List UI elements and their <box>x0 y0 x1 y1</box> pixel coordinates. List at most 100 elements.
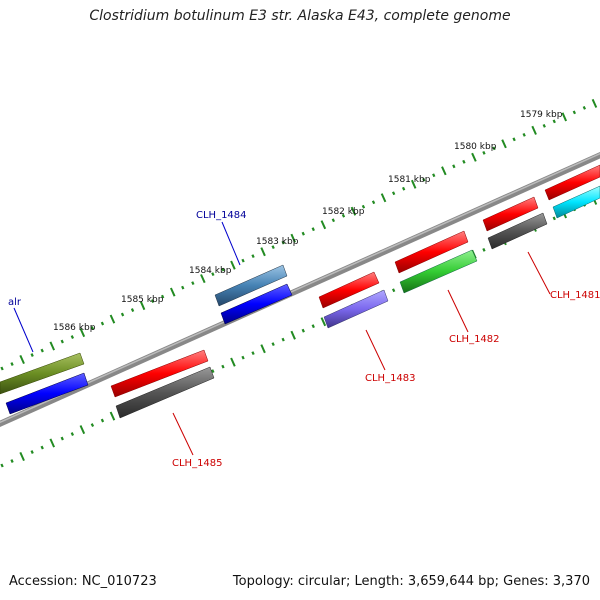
scale-minor-tick <box>432 173 436 178</box>
gene-arrow[interactable] <box>482 196 539 232</box>
scale-major-tick <box>200 274 206 284</box>
scale-minor-tick <box>281 337 285 342</box>
scale-minor-tick <box>341 213 346 218</box>
scale-label-1580: 1580 kbp <box>454 142 497 152</box>
scale-minor-tick <box>10 459 14 463</box>
gene-label-clh-1483[interactable]: CLH_1483 <box>365 373 416 384</box>
scale-minor-tick <box>241 258 245 263</box>
gene-arrow[interactable] <box>5 372 89 415</box>
scale-minor-tick <box>70 432 75 436</box>
scale-major-tick <box>109 411 116 421</box>
label-line-clh-1481 <box>527 251 551 295</box>
scale-major-tick <box>380 193 387 203</box>
gene-label-clh-1484[interactable]: CLH_1484 <box>196 210 247 221</box>
scale-major-tick <box>561 112 568 122</box>
gene-clh-1483[interactable] <box>318 271 389 329</box>
label-line-clh-1484 <box>221 221 241 266</box>
scale-label-1585: 1585 kbp <box>121 295 164 305</box>
gene-arrow[interactable] <box>552 185 600 219</box>
gene-clh-1485[interactable] <box>110 349 215 419</box>
scale-minor-tick <box>311 227 315 232</box>
gene-clh-1484[interactable] <box>214 264 293 325</box>
scale-major-tick <box>260 247 266 257</box>
gene-arrow[interactable] <box>220 283 293 325</box>
scale-minor-tick <box>452 164 456 169</box>
gene-label-clh-1481[interactable]: CLH_1481 <box>550 290 600 301</box>
scale-minor-tick <box>181 285 185 290</box>
scale-minor-tick <box>271 342 275 347</box>
gene-arrow[interactable] <box>487 212 548 250</box>
scale-minor-tick <box>512 137 516 142</box>
gene-arrow[interactable] <box>399 249 478 294</box>
scale-minor-tick <box>90 326 95 330</box>
gene-label-clh-1485[interactable]: CLH_1485 <box>172 458 223 469</box>
gene-clh-1481[interactable] <box>482 164 600 250</box>
accession-text: Accession: NC_010723 <box>9 574 157 589</box>
label-line-clh-1485 <box>172 412 194 456</box>
scale-minor-tick <box>542 123 546 128</box>
gene-arrow[interactable] <box>214 264 288 307</box>
scale-minor-tick <box>221 364 225 369</box>
scale-minor-tick <box>572 110 577 115</box>
genome-backbone-highlight <box>0 152 600 424</box>
scale-minor-tick <box>391 288 396 293</box>
label-line-alr <box>13 307 34 353</box>
scale-minor-tick <box>100 418 105 423</box>
scale-minor-tick <box>422 177 426 182</box>
scale-minor-tick <box>301 231 305 236</box>
scale-major-tick <box>441 166 447 176</box>
scale-major-tick <box>230 260 236 270</box>
scale-minor-tick <box>492 146 496 151</box>
gene-arrow[interactable] <box>115 366 215 419</box>
gene-arrow[interactable] <box>110 349 209 398</box>
scale-major-tick <box>410 179 417 189</box>
scale-minor-tick <box>30 450 34 454</box>
scale-major-tick <box>19 451 25 462</box>
scale-minor-tick <box>191 281 195 286</box>
scale-major-tick <box>19 354 25 365</box>
gene-label-clh-1482[interactable]: CLH_1482 <box>449 334 500 345</box>
scale-major-tick <box>230 357 236 367</box>
scale-major-tick <box>49 341 56 351</box>
gene-arrow[interactable] <box>318 271 380 309</box>
outer-scale-ticks <box>0 98 598 371</box>
scale-minor-tick <box>401 186 406 191</box>
scale-minor-tick <box>0 366 4 371</box>
gene-clh-1482[interactable] <box>394 230 478 294</box>
scale-minor-tick <box>301 328 305 333</box>
scale-major-tick <box>591 98 598 108</box>
scale-minor-tick <box>40 445 44 450</box>
scale-major-tick <box>169 287 176 297</box>
scale-minor-tick <box>582 105 587 110</box>
scale-label-1581: 1581 kbp <box>388 175 431 185</box>
gene-arrow[interactable] <box>544 164 600 201</box>
scale-minor-tick <box>10 362 14 366</box>
scale-minor-tick <box>271 245 275 250</box>
scale-minor-tick <box>130 308 135 313</box>
scale-minor-tick <box>221 267 225 272</box>
scale-major-tick <box>501 139 507 149</box>
scale-label-1586: 1586 kbp <box>53 323 96 333</box>
scale-minor-tick <box>552 216 556 221</box>
scale-major-tick <box>79 425 86 435</box>
scale-minor-tick <box>552 119 556 124</box>
gene-label-alr[interactable]: alr <box>8 297 22 308</box>
scale-minor-tick <box>100 321 105 326</box>
scale-minor-tick <box>251 254 255 259</box>
scale-major-tick <box>139 301 146 311</box>
map-title: Clostridium botulinum E3 str. Alaska E43… <box>89 8 511 24</box>
scale-minor-tick <box>331 218 336 223</box>
gene-arrow[interactable] <box>0 352 85 395</box>
scale-minor-tick <box>40 348 44 353</box>
scale-minor-tick <box>211 272 215 277</box>
scale-minor-tick <box>391 191 396 196</box>
scale-major-tick <box>79 328 86 338</box>
scale-minor-tick <box>241 355 245 360</box>
gene-alr[interactable] <box>0 352 89 415</box>
scale-major-tick <box>531 125 537 135</box>
genome-backbone <box>0 151 600 428</box>
scale-label-1579: 1579 kbp <box>520 110 563 120</box>
gene-arrow[interactable] <box>394 230 469 274</box>
gene-arrow[interactable] <box>323 289 389 329</box>
